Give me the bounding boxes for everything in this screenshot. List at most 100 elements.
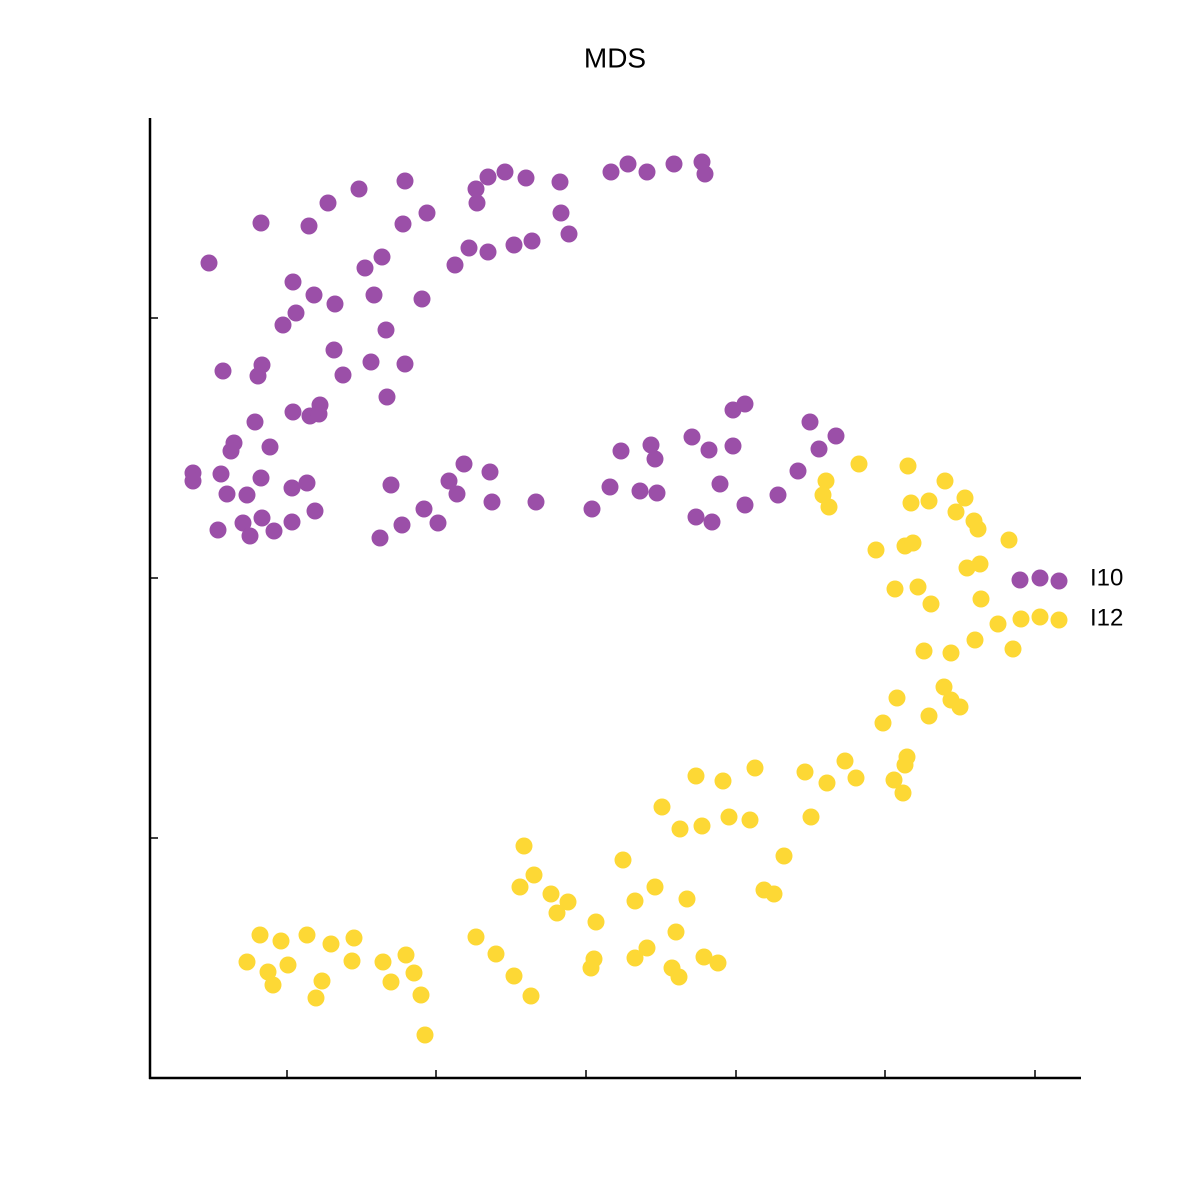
point (775, 847, 793, 865)
point (264, 976, 282, 994)
point (209, 521, 227, 539)
point (345, 929, 363, 947)
point (334, 366, 352, 384)
point (505, 236, 523, 254)
point (396, 355, 414, 373)
point (583, 500, 601, 518)
point (373, 248, 391, 266)
point (850, 455, 868, 473)
point (234, 514, 252, 532)
point (343, 952, 361, 970)
legend-label: I10 (1090, 564, 1123, 591)
point (958, 559, 976, 577)
point (511, 878, 529, 896)
point (619, 155, 637, 173)
point (1050, 572, 1068, 590)
point (259, 963, 277, 981)
point (587, 913, 605, 931)
point (496, 163, 514, 181)
point (405, 964, 423, 982)
point (671, 820, 689, 838)
point (696, 165, 714, 183)
point (238, 486, 256, 504)
point (350, 180, 368, 198)
point (467, 928, 485, 946)
point (720, 808, 738, 826)
point (371, 529, 389, 547)
point (274, 316, 292, 334)
point (365, 286, 383, 304)
point (966, 631, 984, 649)
point (418, 204, 436, 222)
point (429, 514, 447, 532)
point (920, 707, 938, 725)
point (626, 949, 644, 967)
point (460, 239, 478, 257)
point (886, 580, 904, 598)
point (818, 774, 836, 792)
point (678, 890, 696, 908)
point (922, 595, 940, 613)
point (909, 578, 927, 596)
point (769, 486, 787, 504)
point (560, 225, 578, 243)
point (695, 948, 713, 966)
point (446, 256, 464, 274)
point (298, 926, 316, 944)
point (522, 987, 540, 1005)
point (638, 163, 656, 181)
point (904, 534, 922, 552)
point (283, 513, 301, 531)
point (382, 973, 400, 991)
point (847, 769, 865, 787)
point (653, 798, 671, 816)
point (261, 438, 279, 456)
point (527, 493, 545, 511)
point (741, 811, 759, 829)
point (667, 923, 685, 941)
point (241, 527, 259, 545)
legend-label: I12 (1090, 604, 1123, 631)
point (214, 362, 232, 380)
point (703, 513, 721, 531)
point (218, 485, 236, 503)
chart-title: MDS (584, 42, 646, 73)
point (542, 885, 560, 903)
point (284, 273, 302, 291)
point (1000, 531, 1018, 549)
point (525, 866, 543, 884)
point (413, 290, 431, 308)
point (1031, 608, 1049, 626)
point (238, 953, 256, 971)
point (612, 442, 630, 460)
point (687, 767, 705, 785)
point (212, 465, 230, 483)
point (325, 341, 343, 359)
point (836, 752, 854, 770)
point (322, 935, 340, 953)
point (283, 479, 301, 497)
point (1004, 640, 1022, 658)
point (626, 892, 644, 910)
point (648, 484, 666, 502)
point (479, 243, 497, 261)
point (246, 413, 264, 431)
point (646, 878, 664, 896)
point (394, 215, 412, 233)
point (412, 986, 430, 1004)
point (820, 498, 838, 516)
point (642, 436, 660, 454)
point (951, 698, 969, 716)
point (1012, 610, 1030, 628)
point (481, 463, 499, 481)
point (416, 1026, 434, 1044)
point (867, 541, 885, 559)
point (602, 163, 620, 181)
point (300, 217, 318, 235)
point (1031, 569, 1049, 587)
point (298, 474, 316, 492)
point (517, 169, 535, 187)
point (253, 509, 271, 527)
point (1011, 571, 1029, 589)
point (1050, 611, 1068, 629)
